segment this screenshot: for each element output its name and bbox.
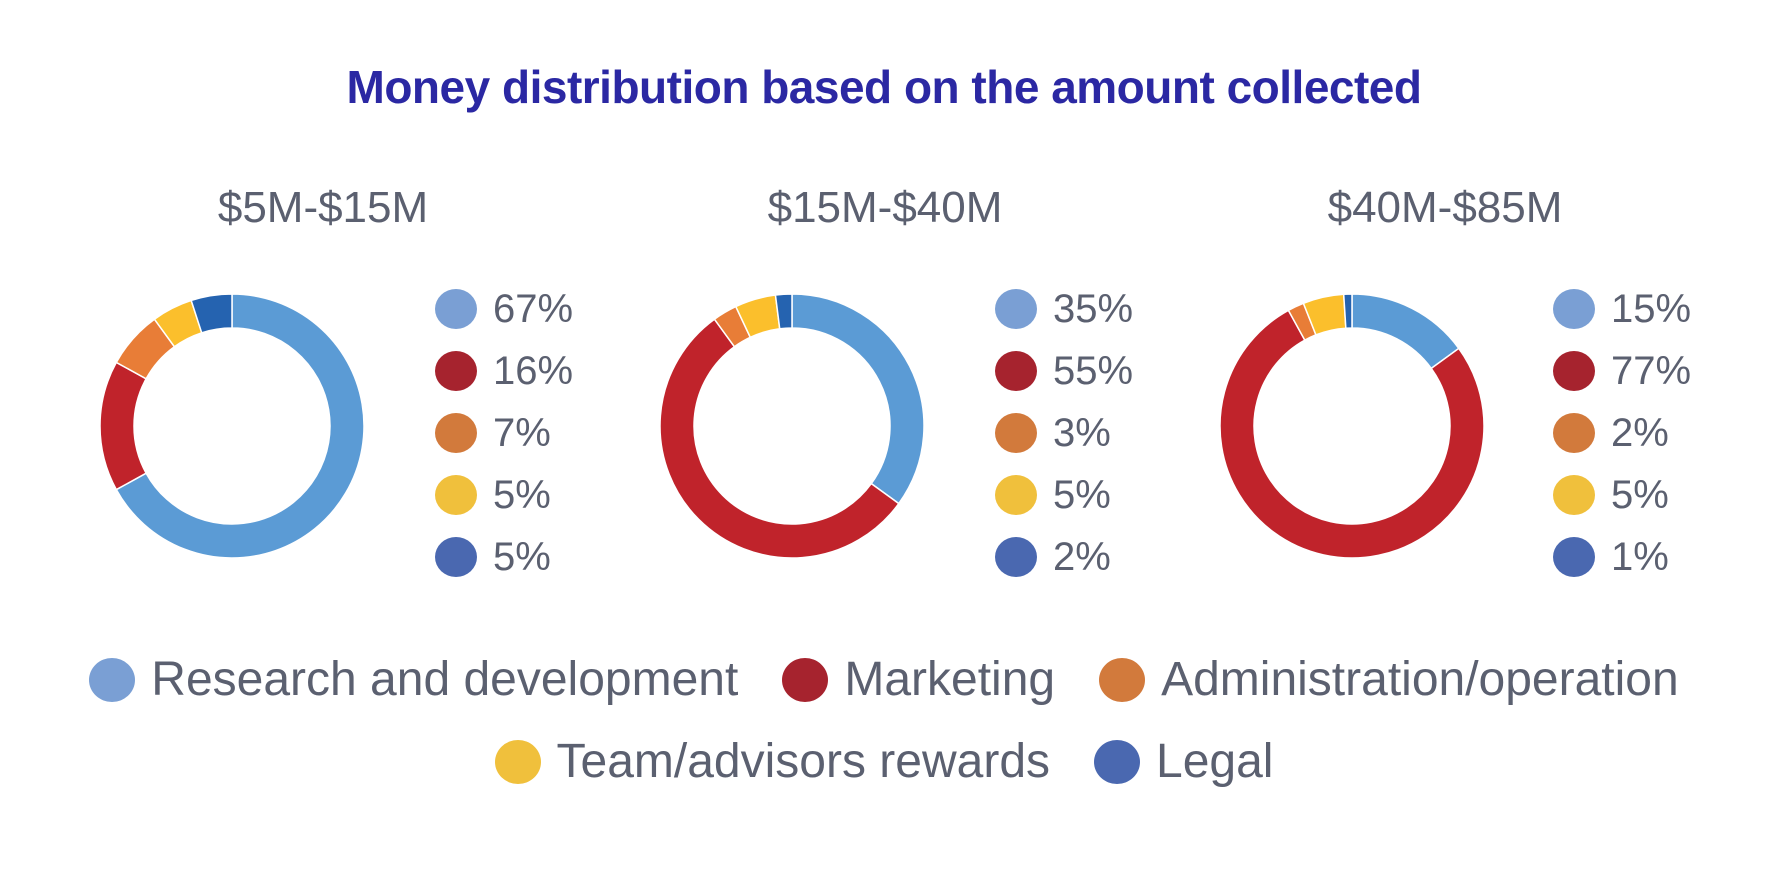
legend-row: 35% [995, 278, 1165, 340]
legend-dot-research [435, 289, 477, 329]
legend-row: 55% [995, 340, 1165, 402]
value-label: 5% [1611, 472, 1669, 517]
pie-slice-research [1351, 293, 1460, 370]
pie-slice-marketing [1219, 309, 1485, 559]
legend-dot-legal [435, 537, 477, 577]
pie-slice-legal [774, 293, 793, 330]
legend-dot-marketing [435, 351, 477, 391]
pie-slice-legal [1342, 293, 1353, 329]
legend-dot-administration [995, 413, 1037, 453]
donut-chart-1 [99, 293, 365, 559]
legend-dot-team [995, 475, 1037, 515]
value-label: 5% [493, 534, 551, 579]
legend-row: 67% [435, 278, 605, 340]
legend-row: 2% [1553, 402, 1723, 464]
page-title: Money distribution based on the amount c… [346, 61, 1422, 113]
legend-dot-team [435, 475, 477, 515]
legend-item-marketing: Marketing [782, 652, 1055, 707]
legend-dot-legal [995, 537, 1037, 577]
pie-slice-marketing [659, 318, 900, 559]
legend-row: 5% [995, 464, 1165, 526]
pie-slice-marketing [99, 361, 148, 491]
legend-label: Team/advisors rewards [556, 735, 1051, 788]
pie-slice-legal [190, 293, 233, 334]
legend-row: 77% [1553, 340, 1723, 402]
legend-dot-research [995, 289, 1037, 329]
legend-dot-marketing [1553, 351, 1595, 391]
category-legend-row-1: Research and development Marketing Admin… [0, 652, 1768, 707]
legend-row: 1% [1553, 526, 1723, 588]
legend-item-legal: Legal [1094, 734, 1273, 789]
chart-title-1: $5M-$15M [217, 183, 429, 232]
legend-row: 16% [435, 340, 605, 402]
pie-slice-research [115, 293, 365, 559]
legend-swatch-administration [1099, 657, 1146, 702]
value-label: 2% [1611, 410, 1669, 455]
legend-dot-administration [435, 413, 477, 453]
legend-item-research: Research and development [89, 652, 738, 707]
legend-row: 2% [995, 526, 1165, 588]
legend-dot-research [1553, 289, 1595, 329]
value-label: 55% [1053, 348, 1134, 393]
legend-label: Administration/operation [1161, 653, 1679, 706]
value-label: 1% [1611, 534, 1669, 579]
legend-dot-administration [1553, 413, 1595, 453]
donut-chart-3 [1219, 293, 1485, 559]
value-label: 3% [1053, 410, 1111, 455]
value-label: 67% [493, 286, 574, 331]
chart-legend-1: 67% 16% 7% 5% 5% [435, 278, 605, 588]
legend-row: 5% [435, 464, 605, 526]
donut-chart-2 [659, 293, 925, 559]
legend-dot-marketing [995, 351, 1037, 391]
legend-dot-team [1553, 475, 1595, 515]
category-legend-row-2: Team/advisors rewards Legal [0, 734, 1768, 789]
legend-row: 7% [435, 402, 605, 464]
chart-legend-2: 35% 55% 3% 5% 2% [995, 278, 1165, 588]
value-label: 5% [1053, 472, 1111, 517]
legend-row: 5% [435, 526, 605, 588]
legend-dot-legal [1553, 537, 1595, 577]
value-label: 7% [493, 410, 551, 455]
value-label: 16% [493, 348, 574, 393]
value-label: 5% [493, 472, 551, 517]
chart-legend-3: 15% 77% 2% 5% 1% [1553, 278, 1723, 588]
legend-row: 15% [1553, 278, 1723, 340]
legend-label: Marketing [844, 653, 1056, 706]
value-label: 77% [1611, 348, 1692, 393]
chart-title-3: $40M-$85M [1327, 183, 1563, 232]
legend-swatch-legal [1094, 739, 1141, 784]
value-label: 35% [1053, 286, 1134, 331]
legend-item-team: Team/advisors rewards [494, 734, 1051, 789]
legend-label: Research and development [151, 653, 739, 706]
value-label: 2% [1053, 534, 1111, 579]
legend-row: 5% [1553, 464, 1723, 526]
legend-swatch-team [494, 739, 541, 784]
legend-swatch-research [89, 657, 136, 702]
value-label: 15% [1611, 286, 1692, 331]
legend-item-administration: Administration/operation [1099, 652, 1679, 707]
legend-label: Legal [1156, 735, 1274, 788]
legend-row: 3% [995, 402, 1165, 464]
pie-slice-research [791, 293, 925, 505]
chart-title-2: $15M-$40M [767, 183, 1003, 232]
legend-swatch-marketing [782, 657, 829, 702]
